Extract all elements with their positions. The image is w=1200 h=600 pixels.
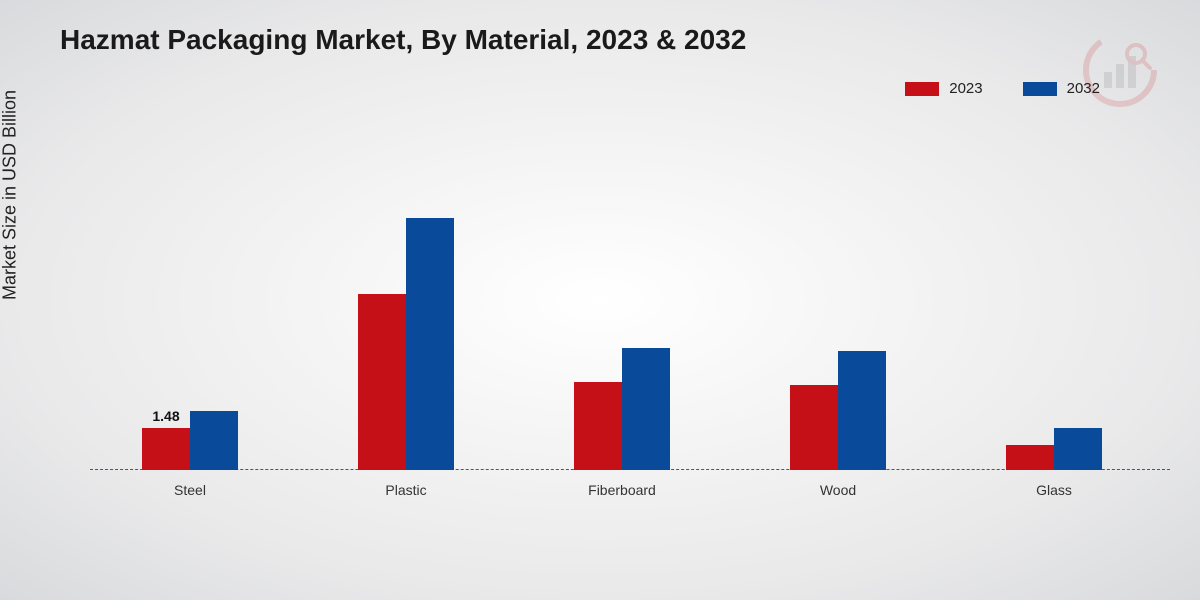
value-label: 1.48	[152, 408, 179, 424]
legend-swatch-icon	[1023, 82, 1057, 96]
legend-label: 2032	[1067, 80, 1100, 97]
bar-pair	[574, 348, 670, 470]
bar-pair	[358, 218, 454, 470]
chart-title: Hazmat Packaging Market, By Material, 20…	[60, 24, 746, 56]
category-group: 1.48 Steel	[110, 130, 270, 510]
bar	[1054, 428, 1102, 471]
bar-pair	[790, 351, 886, 470]
bar	[838, 351, 886, 470]
category-label: Wood	[758, 482, 918, 498]
chart-plot-area: 1.48 Steel Plastic Fiberboard Wood Glass	[90, 130, 1170, 510]
category-label: Plastic	[326, 482, 486, 498]
category-label: Glass	[974, 482, 1134, 498]
bar	[574, 382, 622, 470]
bar	[358, 294, 406, 470]
y-axis-label: Market Size in USD Billion	[0, 90, 21, 300]
bar	[190, 411, 238, 471]
watermark-logo-icon	[1080, 30, 1160, 115]
bar	[1006, 445, 1054, 471]
legend-label: 2023	[949, 80, 982, 97]
category-group: Plastic	[326, 130, 486, 510]
bar: 1.48	[142, 428, 190, 470]
bar-pair: 1.48	[142, 411, 238, 471]
bar	[622, 348, 670, 470]
legend-swatch-icon	[905, 82, 939, 96]
category-group: Glass	[974, 130, 1134, 510]
category-label: Fiberboard	[542, 482, 702, 498]
legend: 2023 2032	[905, 80, 1100, 97]
legend-item-2032: 2032	[1023, 80, 1100, 97]
category-label: Steel	[110, 482, 270, 498]
bar	[406, 218, 454, 470]
bar	[790, 385, 838, 470]
legend-item-2023: 2023	[905, 80, 982, 97]
bar-pair	[1006, 428, 1102, 471]
category-group: Wood	[758, 130, 918, 510]
category-group: Fiberboard	[542, 130, 702, 510]
